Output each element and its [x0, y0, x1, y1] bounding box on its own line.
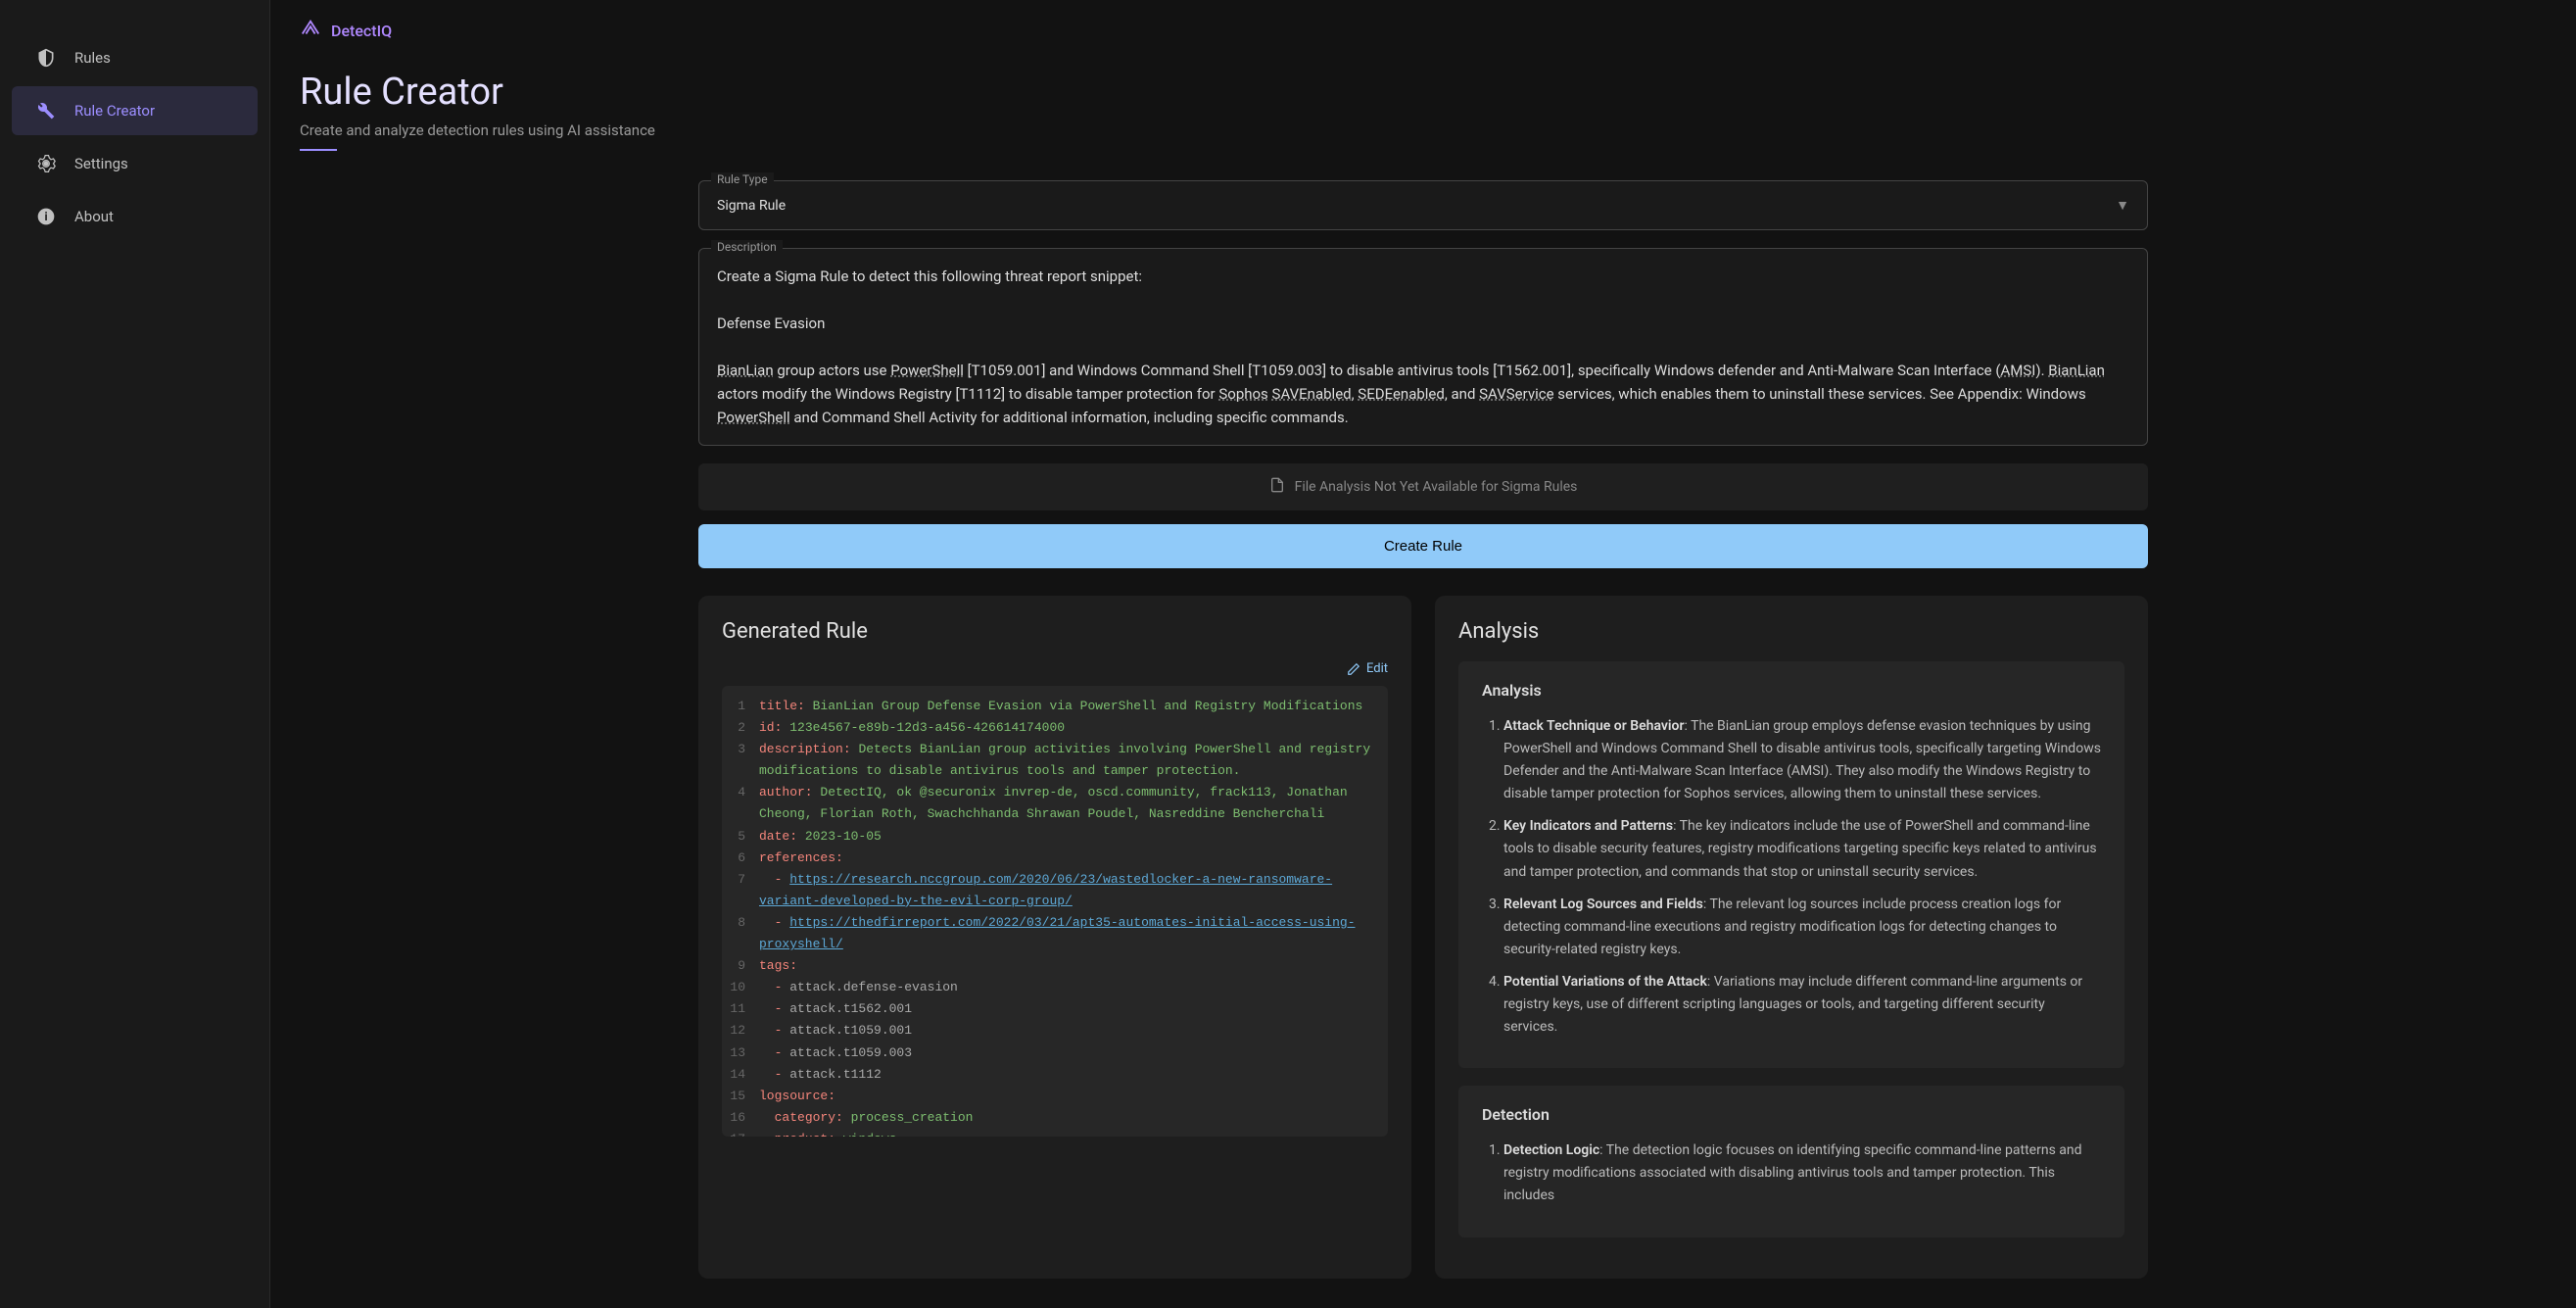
sidebar-item-label: Rules	[74, 49, 111, 67]
analysis-heading-1: Analysis	[1482, 681, 2101, 700]
rule-type-field: Rule Type Sigma Rule ▼	[698, 180, 2148, 230]
code-line: 5date: 2023-10-05	[722, 826, 1388, 848]
code-line: 16 category: process_creation	[722, 1107, 1388, 1129]
page-title: Rule Creator	[300, 71, 2547, 114]
title-underline	[300, 149, 337, 151]
code-line: 4author: DetectIQ, ok @securonix invrep-…	[722, 782, 1388, 825]
sidebar-item-label: Settings	[74, 155, 128, 172]
wrench-icon	[35, 100, 57, 121]
edit-button[interactable]: Edit	[1347, 661, 1388, 676]
gear-icon	[35, 153, 57, 174]
shield-icon	[35, 47, 57, 69]
code-line: 7 - https://research.nccgroup.com/2020/0…	[722, 869, 1388, 912]
rule-type-select[interactable]: Sigma Rule ▼	[699, 181, 2147, 229]
sidebar-item-label: Rule Creator	[74, 102, 155, 120]
analysis-item: Potential Variations of the Attack: Vari…	[1503, 971, 2101, 1039]
analysis-item: Attack Technique or Behavior: The BianLi…	[1503, 715, 2101, 805]
create-rule-button[interactable]: Create Rule	[698, 524, 2148, 568]
code-line: 9tags:	[722, 955, 1388, 977]
analysis-section-1: Analysis Attack Technique or Behavior: T…	[1458, 661, 2124, 1068]
code-line: 14 - attack.t1112	[722, 1064, 1388, 1086]
analysis-section-2: Detection Detection Logic: The detection…	[1458, 1086, 2124, 1236]
description-field: Description Create a Sigma Rule to detec…	[698, 248, 2148, 446]
brand-name: DetectIQ	[331, 22, 392, 40]
file-icon	[1269, 477, 1285, 497]
main-content: DetectIQ Rule Creator Create and analyze…	[270, 0, 2576, 1308]
sidebar-item-label: About	[74, 208, 114, 225]
code-line: 3description: Detects BianLian group act…	[722, 739, 1388, 782]
generated-rule-panel: Generated Rule Edit 1title: BianLian Gro…	[698, 596, 1411, 1279]
code-line: 1title: BianLian Group Defense Evasion v…	[722, 696, 1388, 717]
analysis-title: Analysis	[1458, 619, 2124, 644]
sidebar-item-settings[interactable]: Settings	[12, 139, 258, 188]
description-textarea[interactable]: Create a Sigma Rule to detect this follo…	[699, 249, 2147, 445]
analysis-item: Relevant Log Sources and Fields: The rel…	[1503, 894, 2101, 961]
sidebar-item-about[interactable]: i About	[12, 192, 258, 241]
topbar: DetectIQ	[270, 0, 2576, 51]
page-subtitle: Create and analyze detection rules using…	[300, 121, 2547, 139]
analysis-list-2: Detection Logic: The detection logic foc…	[1482, 1139, 2101, 1207]
chevron-down-icon: ▼	[2116, 197, 2129, 214]
rule-type-label: Rule Type	[711, 172, 774, 186]
info-icon: i	[35, 206, 57, 227]
analysis-item: Key Indicators and Patterns: The key ind…	[1503, 815, 2101, 883]
analysis-heading-2: Detection	[1482, 1105, 2101, 1124]
code-line: 17 product: windows	[722, 1129, 1388, 1137]
code-line: 6references:	[722, 848, 1388, 869]
code-line: 13 - attack.t1059.003	[722, 1042, 1388, 1064]
sidebar-item-rule-creator[interactable]: Rule Creator	[12, 86, 258, 135]
analysis-list-1: Attack Technique or Behavior: The BianLi…	[1482, 715, 2101, 1039]
brand-icon	[300, 18, 321, 43]
pencil-icon	[1347, 662, 1360, 676]
description-label: Description	[711, 240, 783, 254]
code-line: 15logsource:	[722, 1086, 1388, 1107]
file-analysis-banner: File Analysis Not Yet Available for Sigm…	[698, 463, 2148, 510]
sidebar: Rules Rule Creator Settings i About	[0, 0, 270, 1308]
edit-label: Edit	[1366, 661, 1388, 676]
code-line: 10 - attack.defense-evasion	[722, 977, 1388, 998]
code-line: 8 - https://thedfirreport.com/2022/03/21…	[722, 912, 1388, 955]
rule-type-value: Sigma Rule	[717, 198, 786, 214]
file-banner-text: File Analysis Not Yet Available for Sigm…	[1295, 479, 1578, 495]
code-line: 2id: 123e4567-e89b-12d3-a456-42661417400…	[722, 717, 1388, 739]
generated-rule-title: Generated Rule	[722, 619, 1388, 644]
analysis-panel: Analysis Analysis Attack Technique or Be…	[1435, 596, 2148, 1279]
code-line: 12 - attack.t1059.001	[722, 1020, 1388, 1042]
sidebar-item-rules[interactable]: Rules	[12, 33, 258, 82]
analysis-item: Detection Logic: The detection logic foc…	[1503, 1139, 2101, 1207]
page-header: Rule Creator Create and analyze detectio…	[270, 51, 2576, 151]
code-block[interactable]: 1title: BianLian Group Defense Evasion v…	[722, 686, 1388, 1137]
svg-text:i: i	[44, 210, 47, 223]
code-line: 11 - attack.t1562.001	[722, 998, 1388, 1020]
